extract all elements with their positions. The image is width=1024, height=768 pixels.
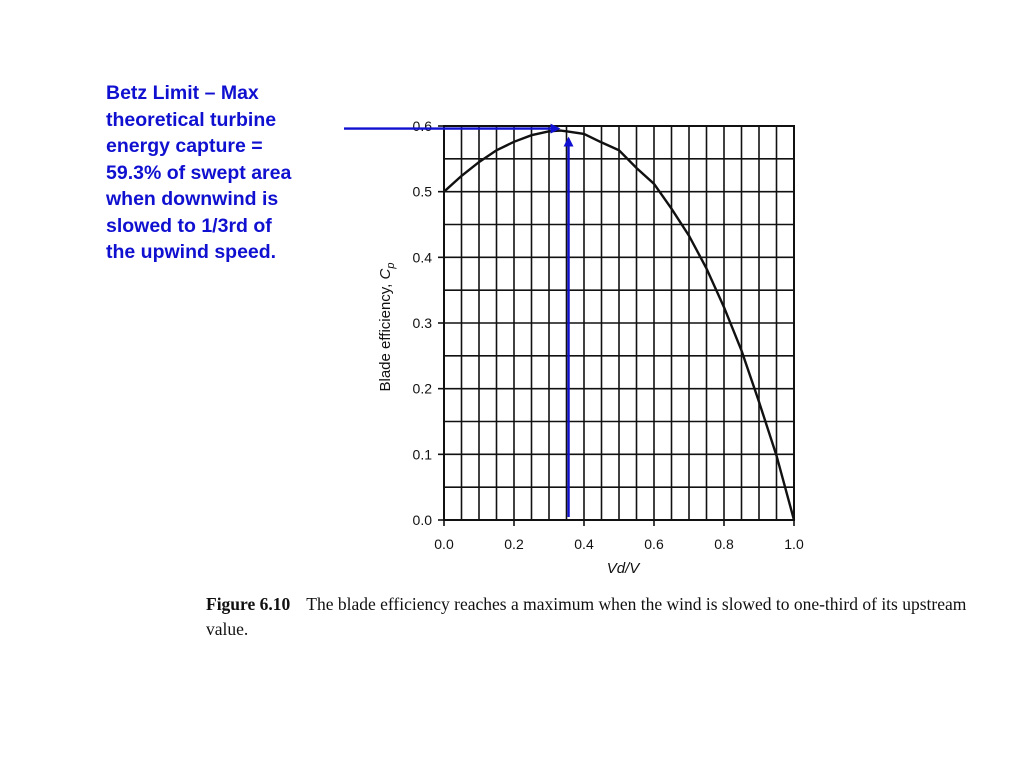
y-tick-label: 0.6: [413, 118, 433, 134]
annotation-line: the upwind speed.: [106, 241, 277, 263]
x-tick-label: 0.0: [434, 536, 454, 552]
efficiency-curve: [443, 129, 796, 521]
blade-efficiency-chart: 0.0 0.1 0.2 0.3 0.4 0.5 0.6 0.0 0.2 0.4 0.6 0.8 1.0…: [344, 118, 804, 577]
annotation-line: when downwind is: [106, 188, 279, 210]
annotation-line: slowed to 1/3rd of: [106, 214, 272, 237]
x-tick-label: 0.6: [644, 536, 664, 552]
chart-grid: [444, 126, 794, 520]
y-tick-label: 0.3: [413, 315, 433, 331]
y-tick-label: 0.0: [413, 512, 433, 528]
y-tick-label: 0.2: [413, 381, 433, 397]
y-axis-label: Blade efficiency, Cp: [377, 263, 397, 392]
annotation-line: theoretical turbine: [106, 108, 277, 131]
betz-limit-annotation: Betz Limit – Max theoretical turbine ene…: [106, 80, 336, 266]
y-axis-ticks: 0.0 0.1 0.2 0.3 0.4 0.5 0.6: [413, 118, 444, 528]
y-tick-label: 0.5: [413, 184, 433, 200]
x-axis-label: Vd/V: [607, 560, 642, 577]
x-tick-label: 0.8: [714, 536, 734, 552]
annotation-line: energy capture =: [106, 135, 263, 157]
y-tick-label: 0.1: [413, 446, 433, 462]
x-axis-ticks: 0.0 0.2 0.4 0.6 0.8 1.0: [434, 520, 804, 552]
x-tick-label: 1.0: [784, 536, 804, 552]
annotation-line: Betz Limit – Max: [106, 82, 259, 104]
x-tick-label: 0.4: [574, 536, 594, 552]
figure-caption: Figure 6.10 The blade efficiency reaches …: [206, 592, 986, 642]
figure-number: Figure 6.10: [206, 594, 291, 614]
annotation-line: 59.3% of swept area: [106, 161, 292, 184]
caption-text: The blade efficiency reaches a maximum w…: [206, 594, 967, 639]
x-tick-label: 0.2: [504, 536, 524, 552]
y-tick-label: 0.4: [413, 249, 433, 265]
